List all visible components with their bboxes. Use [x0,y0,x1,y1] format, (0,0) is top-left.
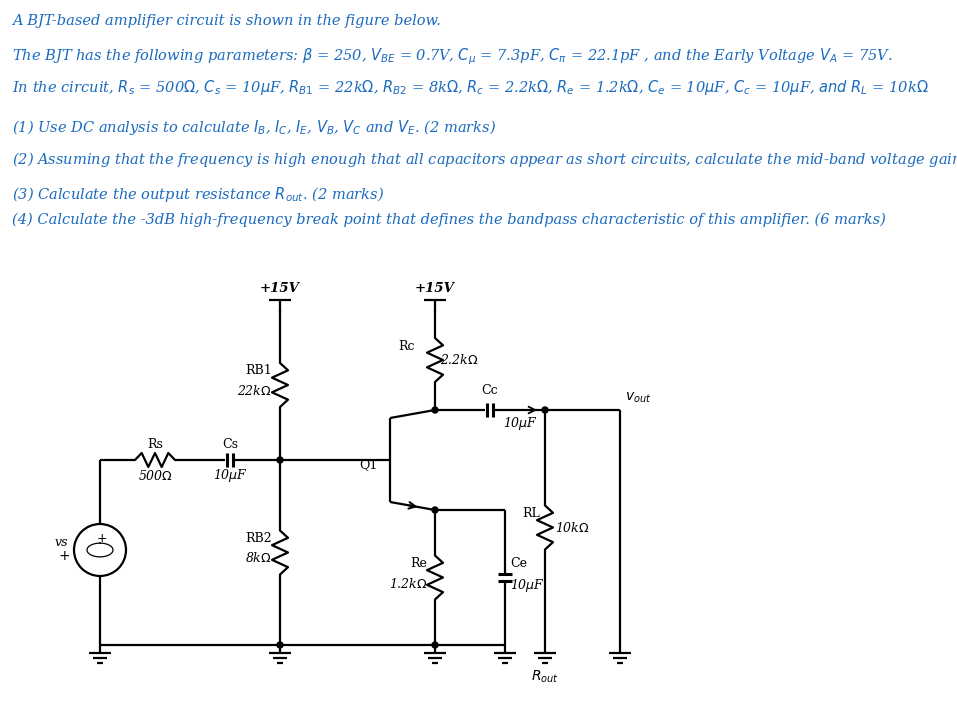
Text: 2.2k$\Omega$: 2.2k$\Omega$ [440,353,478,367]
Text: 10k$\Omega$: 10k$\Omega$ [555,520,590,534]
Text: RL: RL [523,507,540,520]
Circle shape [432,507,438,513]
Text: Cs: Cs [222,438,238,450]
Text: +: + [58,549,70,563]
Text: $R_{out}$: $R_{out}$ [531,669,559,685]
Text: 10$\mu$F: 10$\mu$F [502,416,538,433]
Text: Cc: Cc [481,383,499,397]
Text: Re: Re [411,557,427,570]
Text: RB2: RB2 [245,532,272,545]
Text: +: + [97,532,107,546]
Text: (2) Assuming that the frequency is high enough that all capacitors appear as sho: (2) Assuming that the frequency is high … [12,148,957,173]
Circle shape [432,642,438,648]
Text: (1) Use DC analysis to calculate $I_B$, $I_C$, $I_E$, $V_B$, $V_C$ and $V_E$. (2: (1) Use DC analysis to calculate $I_B$, … [12,118,496,137]
Text: $v_{out}$: $v_{out}$ [625,390,652,405]
Circle shape [542,407,548,413]
Text: Q1: Q1 [360,459,378,472]
Text: +15V: +15V [415,282,455,295]
Circle shape [277,642,283,648]
Text: 22k$\Omega$: 22k$\Omega$ [237,384,272,398]
Text: Ce: Ce [510,557,527,570]
Text: (3) Calculate the output resistance $R_{out}$. (2 marks): (3) Calculate the output resistance $R_{… [12,185,385,204]
Text: In the circuit, $R_s$ = 500$\Omega$, $C_s$ = 10$\mu$F, $R_{B1}$ = 22k$\Omega$, $: In the circuit, $R_s$ = 500$\Omega$, $C_… [12,78,928,97]
Text: 10$\mu$F: 10$\mu$F [212,467,248,484]
Text: vs: vs [55,535,68,549]
Text: 10$\mu$F: 10$\mu$F [510,577,545,594]
Text: A BJT-based amplifier circuit is shown in the figure below.: A BJT-based amplifier circuit is shown i… [12,14,441,28]
Text: 500$\Omega$: 500$\Omega$ [138,469,172,483]
Circle shape [277,457,283,463]
Text: Rc: Rc [398,339,415,353]
Text: +15V: +15V [260,282,300,295]
Text: 1.2k$\Omega$: 1.2k$\Omega$ [389,576,427,590]
Text: Rs: Rs [147,438,163,450]
Text: 8k$\Omega$: 8k$\Omega$ [245,551,272,566]
Text: The BJT has the following parameters: $\beta$ = 250, $V_{BE}$ = 0.7V, $C_{\mu}$ : The BJT has the following parameters: $\… [12,46,893,66]
Circle shape [432,407,438,413]
Text: RB1: RB1 [245,365,272,378]
Text: (4) Calculate the -3dB high-frequency break point that defines the bandpass char: (4) Calculate the -3dB high-frequency br… [12,213,886,228]
